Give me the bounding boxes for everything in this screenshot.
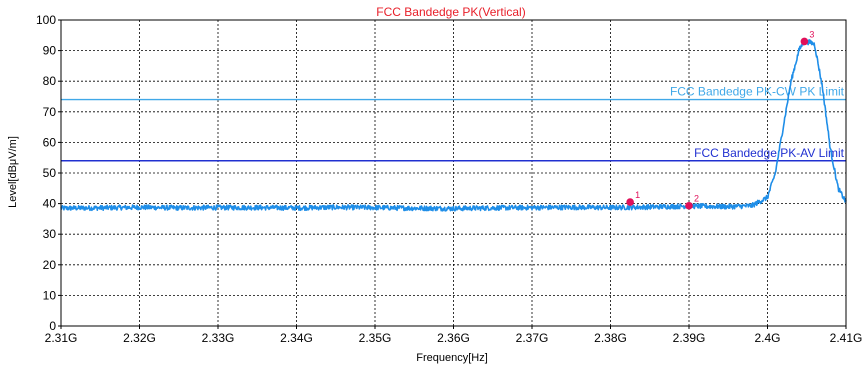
x-tick-label: 2.36G: [437, 331, 470, 345]
y-tick-label: 0: [49, 319, 56, 333]
x-tick-label: 2.35G: [359, 331, 392, 345]
chart-title: FCC Bandedge PK(Vertical): [376, 5, 525, 19]
x-tick-label: 2.32G: [123, 331, 156, 345]
x-axis-ticks: 2.31G 2.32G 2.33G 2.34G 2.35G 2.36G 2.37G 2.38G…: [45, 326, 863, 345]
series-trace: [60, 39, 847, 212]
limit-label: FCC Bandedge PK-AV Limit: [694, 146, 845, 160]
x-tick-label: 2.31G: [45, 331, 78, 345]
grid: [61, 20, 846, 326]
x-tick-label: 2.41G: [830, 331, 863, 345]
marker-point: [626, 198, 634, 206]
series-layer: [60, 39, 847, 212]
x-tick-label: 2.34G: [280, 331, 313, 345]
x-axis-title: Frequency[Hz]: [416, 352, 488, 364]
marker-label: 1: [635, 190, 640, 200]
x-tick-label: 2.39G: [673, 331, 706, 345]
x-tick-label: 2.37G: [516, 331, 549, 345]
limit-label: FCC Bandedge PK-CW PK Limit: [670, 85, 845, 99]
y-tick-label: 50: [43, 166, 57, 180]
y-axis-title: Level[dBμV/m]: [7, 136, 19, 208]
x-tick-label: 2.38G: [594, 331, 627, 345]
y-tick-label: 80: [43, 74, 57, 88]
y-tick-label: 20: [43, 258, 57, 272]
y-tick-label: 10: [43, 288, 57, 302]
marker-label: 2: [694, 194, 699, 204]
marker-point: [685, 201, 693, 210]
y-tick-label: 100: [36, 13, 56, 27]
y-tick-label: 60: [43, 135, 57, 149]
x-tick-label: 2.33G: [202, 331, 235, 345]
y-tick-label: 40: [43, 197, 57, 211]
marker-point: [800, 37, 809, 46]
y-tick-label: 90: [43, 44, 57, 58]
y-tick-label: 70: [43, 105, 57, 119]
limit-lines: FCC Bandedge PK-CW PK Limit FCC Bandedge …: [61, 85, 846, 162]
x-tick-label: 2.4G: [754, 331, 780, 345]
markers: 1 2 3: [626, 29, 814, 210]
y-tick-label: 30: [43, 227, 57, 241]
marker-label: 3: [809, 29, 814, 39]
y-axis-ticks: 0 10 20 30 40 50 60 70 80 90 100: [36, 13, 61, 333]
